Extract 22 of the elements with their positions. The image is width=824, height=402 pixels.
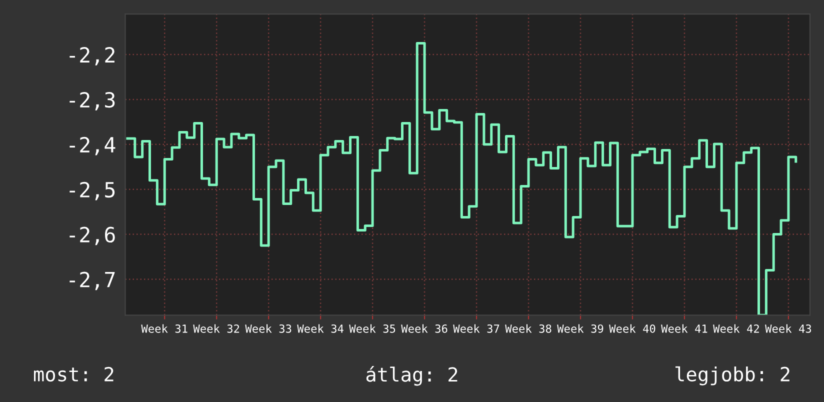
x-tick-label: Week 40 xyxy=(609,324,656,333)
y-tick-label: -2,2 xyxy=(70,47,114,66)
x-tick-label: Week 35 xyxy=(349,324,396,333)
x-tick-label: Week 32 xyxy=(193,324,240,333)
x-tick-label: Week 33 xyxy=(245,324,292,333)
x-tick-label: Week 31 xyxy=(141,324,188,333)
text: legjobb: 2 xyxy=(675,366,790,386)
y-tick-label: -2,5 xyxy=(70,182,115,200)
x-tick-label: Week 36 xyxy=(401,324,448,333)
text: átlag: 2 xyxy=(366,366,458,386)
text: most: 2 xyxy=(34,366,114,382)
x-tick-label: Week 41 xyxy=(661,324,708,333)
x-tick-label: Week 39 xyxy=(557,324,604,333)
x-tick-label: Week 34 xyxy=(297,324,344,333)
x-tick-label: Week 38 xyxy=(505,324,552,333)
x-tick-label: Week 43 xyxy=(765,324,812,333)
x-tick-label: Week 42 xyxy=(713,324,759,333)
y-tick-label: -2,4 xyxy=(70,136,116,156)
y-tick-label: -2,3 xyxy=(70,92,115,110)
x-tick-label: Week 37 xyxy=(453,324,500,333)
y-tick-label: -2,6 xyxy=(70,226,115,246)
y-tick-label: -2,7 xyxy=(70,272,115,290)
